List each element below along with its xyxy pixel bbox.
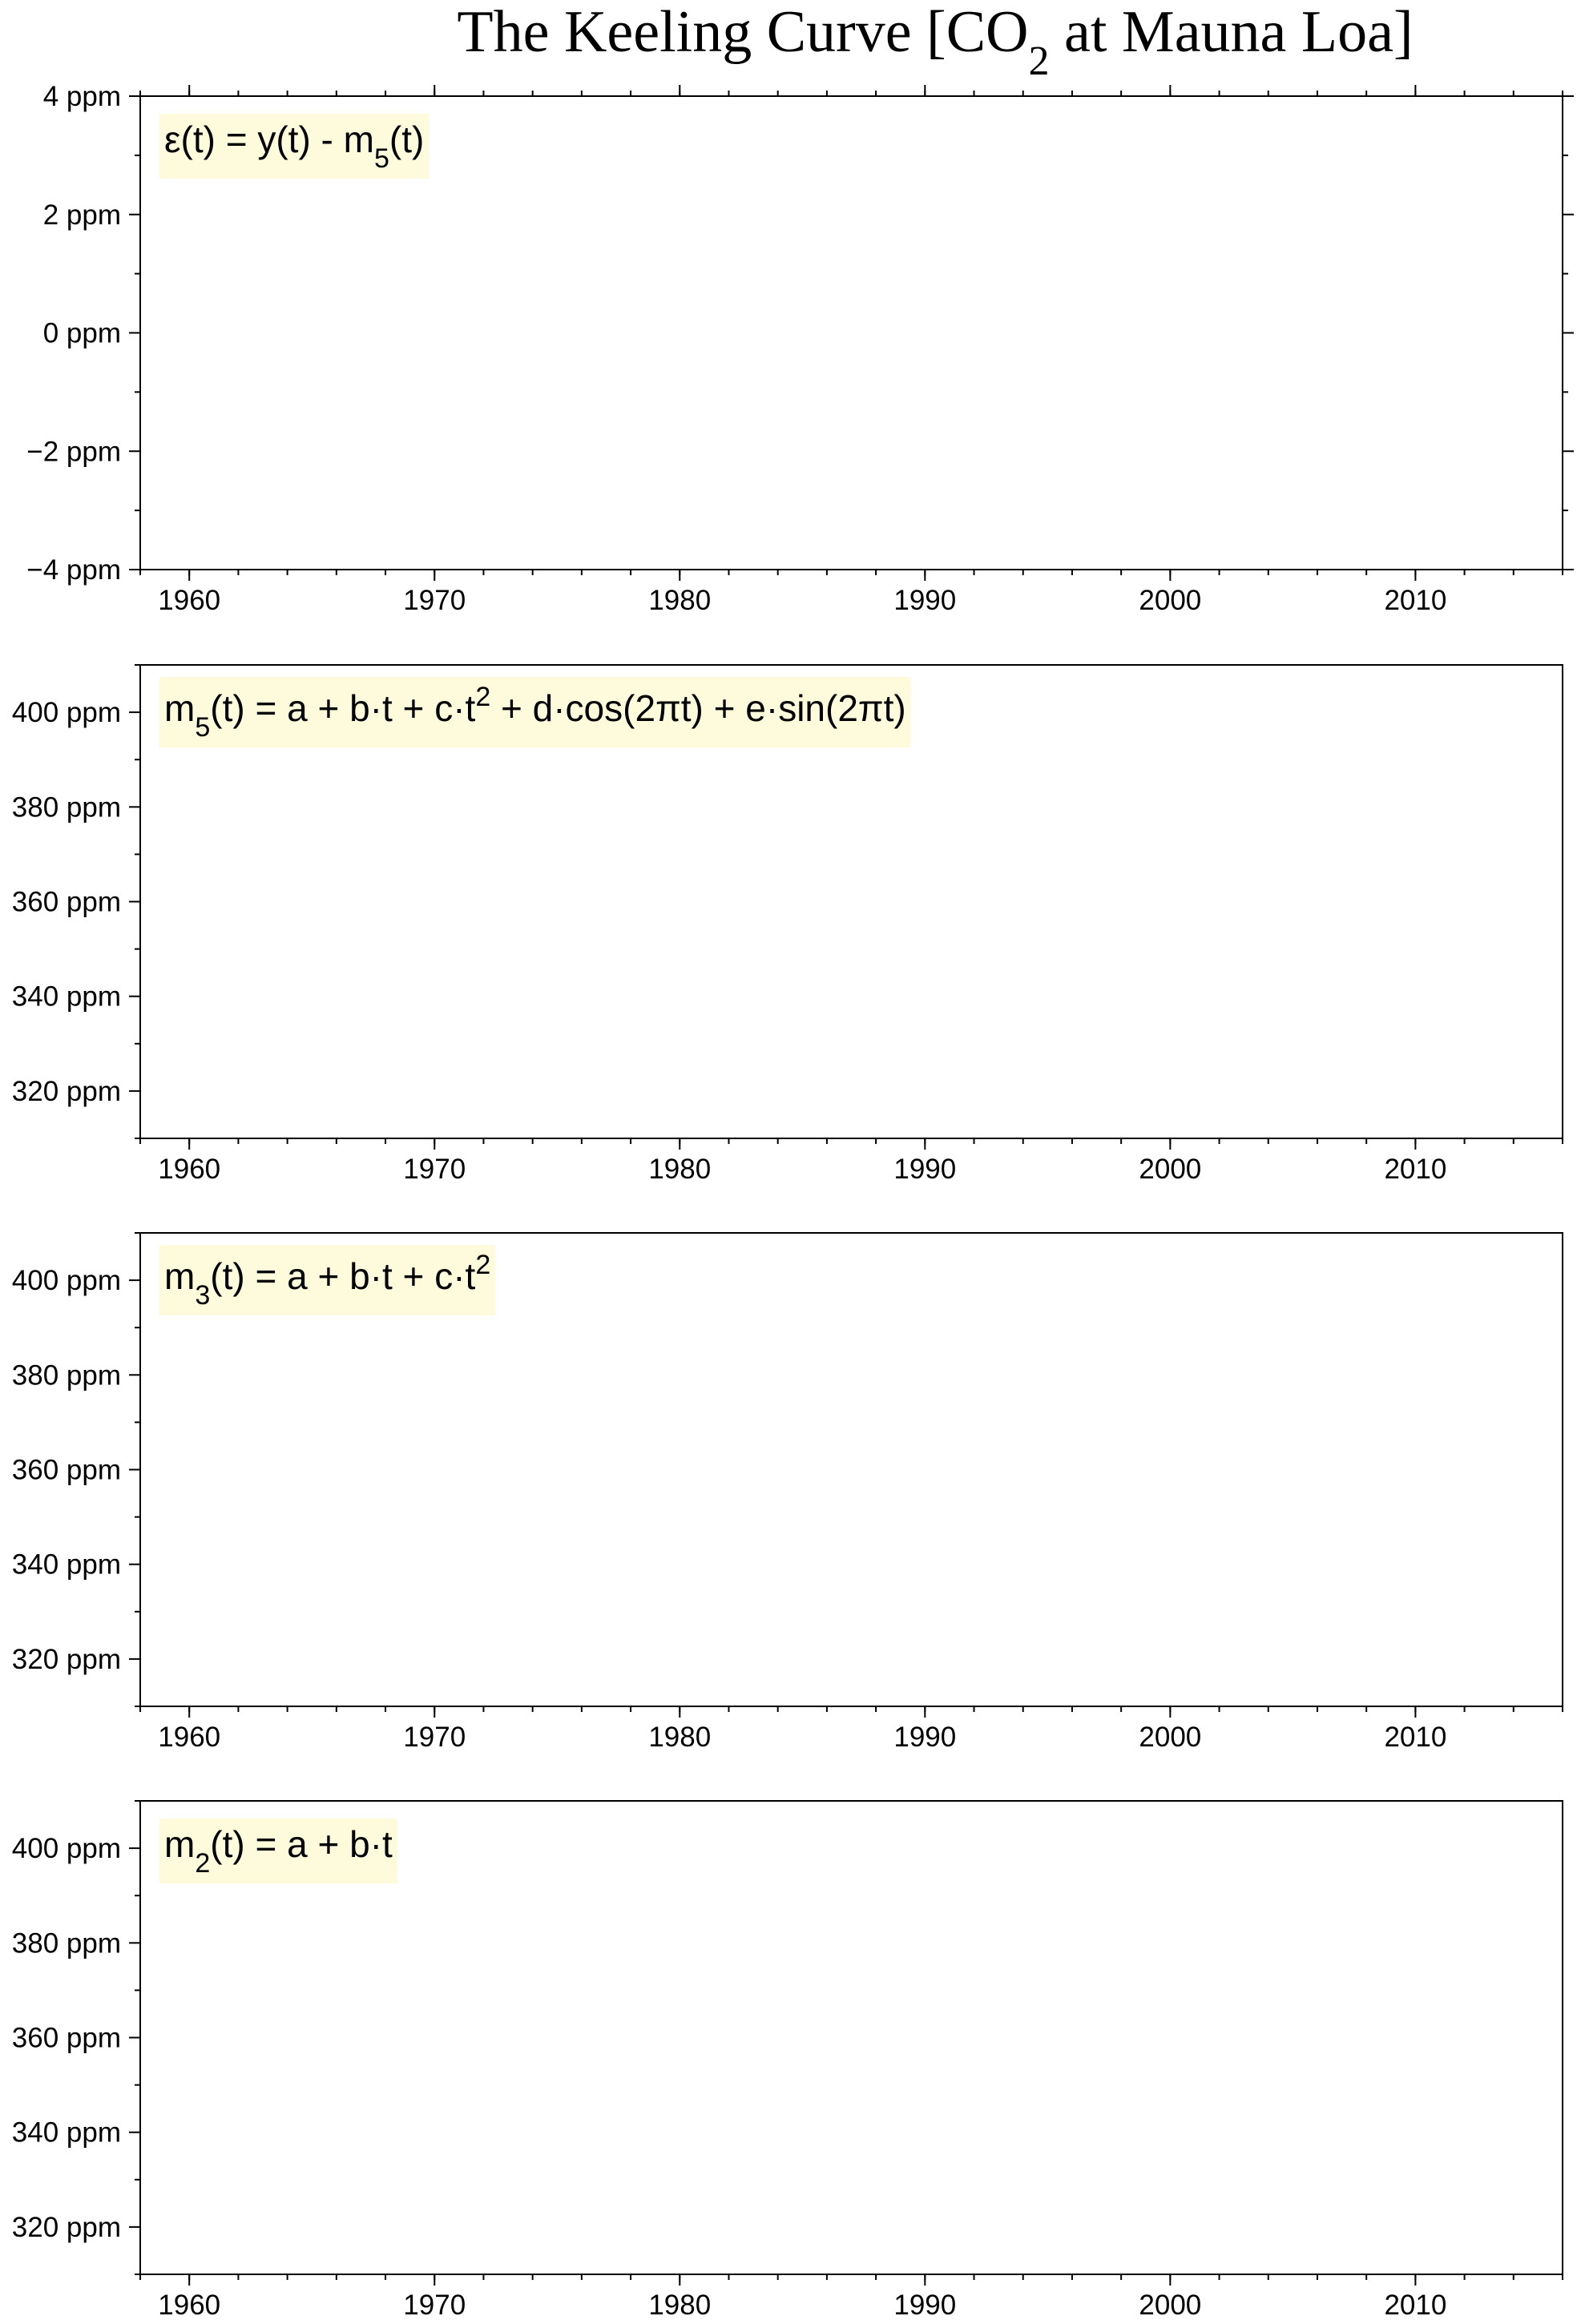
x-tick-label: 1960 [158, 1722, 220, 1753]
formula-part: (t) = a + b·t + c·t [210, 687, 475, 729]
formula-part: + d·cos(2πt) + e·sin(2πt) [490, 687, 906, 729]
formula-part: (t) = a + b·t + c·t [210, 1255, 475, 1297]
x-tick-label: 1960 [158, 1154, 220, 1185]
x-tick-label: 1970 [403, 585, 466, 616]
y-tick-label: 380 ppm [12, 1359, 121, 1391]
y-tick-label: 400 ppm [12, 1833, 121, 1864]
formula-subscript: 5 [374, 143, 389, 174]
y-tick-label: 320 ppm [12, 1644, 121, 1675]
y-tick-label: 360 ppm [12, 2023, 121, 2054]
formula-background [159, 114, 430, 179]
y-tick-label: −2 ppm [26, 436, 121, 467]
y-tick-label: 4 ppm [43, 81, 121, 112]
x-tick-label: 1990 [893, 1154, 956, 1185]
panel-1: 1960 1970 1980 1990 2000 2010 −4 ppm −2 ppm 0 pp… [26, 81, 1574, 616]
formula-part: m [164, 687, 195, 729]
x-tick-label: 1970 [403, 1722, 466, 1753]
y-tick-label: 320 ppm [12, 2212, 121, 2243]
x-tick-label: 2000 [1139, 1154, 1201, 1185]
panels: 1960 1970 1980 1990 2000 2010 −4 ppm −2 ppm 0 pp… [12, 81, 1574, 2321]
formula-text: m3(t) = a + b·t + c·t2 [164, 1250, 490, 1311]
formula-part: m [164, 1823, 195, 1865]
x-tick-label: 1970 [403, 1154, 466, 1185]
y-tick-label: 400 ppm [12, 1265, 121, 1296]
panel-4: 1960 1970 1980 1990 2000 2010 320 ppm 340 ppm 36… [12, 1800, 1563, 2321]
x-tick-label: 1980 [648, 1722, 711, 1753]
x-tick-label: 1990 [893, 2290, 956, 2321]
y-tick-label: 340 ppm [12, 2117, 121, 2149]
formula-text: m5(t) = a + b·t + c·t2 + d·cos(2πt) + e·… [164, 682, 906, 743]
x-tick-label: 1980 [648, 1154, 711, 1185]
x-tick-label: 2000 [1139, 1722, 1201, 1753]
chart-title-main: The Keeling Curve [CO [457, 0, 1028, 65]
x-tick-label: 2010 [1384, 1722, 1446, 1753]
y-tick-label: 340 ppm [12, 1549, 121, 1581]
formula-label: m5(t) = a + b·t + c·t2 + d·cos(2πt) + e·… [159, 677, 911, 747]
x-tick-label: 1960 [158, 585, 220, 616]
formula-subscript: 2 [195, 1848, 210, 1879]
formula-part: (t) [389, 119, 424, 160]
y-tick-label: 340 ppm [12, 981, 121, 1013]
chart-title: The Keeling Curve [CO2 at Mauna Loa] [457, 0, 1413, 84]
formula-text: ε(t) = y(t) - m5(t) [164, 119, 424, 174]
formula-background [159, 677, 911, 747]
y-tick-label: 0 ppm [43, 318, 121, 349]
y-tick-label: 360 ppm [12, 887, 121, 918]
x-tick-label: 1970 [403, 2290, 466, 2321]
x-tick-label: 1980 [648, 585, 711, 616]
formula-label: m2(t) = a + b·t [159, 1819, 397, 1883]
x-tick-label: 1960 [158, 2290, 220, 2321]
x-tick-label: 2010 [1384, 2290, 1446, 2321]
y-tick-label: 2 ppm [43, 199, 121, 231]
formula-subscript: 3 [195, 1280, 210, 1311]
x-tick-label: 2000 [1139, 585, 1201, 616]
formula-label: m3(t) = a + b·t + c·t2 [159, 1245, 496, 1315]
chart-title-subscript: 2 [1029, 38, 1050, 84]
panel-2: 1960 1970 1980 1990 2000 2010 320 ppm 340 ppm 36… [12, 664, 1563, 1185]
formula-part: ε(t) = y(t) - m [164, 119, 374, 160]
x-tick-label: 2010 [1384, 1154, 1446, 1185]
y-tick-label: −4 ppm [26, 554, 121, 586]
formula-superscript: 2 [475, 1250, 490, 1280]
x-tick-label: 1980 [648, 2290, 711, 2321]
formula-subscript: 5 [195, 712, 210, 743]
formula-text: m2(t) = a + b·t [164, 1823, 393, 1879]
formula-part: (t) = a + b·t [210, 1823, 393, 1865]
formula-superscript: 2 [475, 682, 490, 712]
y-tick-label: 380 ppm [12, 791, 121, 823]
formula-part: m [164, 1255, 195, 1297]
y-tick-label: 320 ppm [12, 1076, 121, 1107]
formula-label: ε(t) = y(t) - m5(t) [159, 114, 430, 179]
x-tick-label: 2010 [1384, 585, 1446, 616]
x-tick-label: 1990 [893, 585, 956, 616]
x-tick-label: 2000 [1139, 2290, 1201, 2321]
panel-3: 1960 1970 1980 1990 2000 2010 320 ppm 340 ppm 36… [12, 1232, 1563, 1753]
formula-background [159, 1819, 397, 1883]
y-tick-label: 380 ppm [12, 1927, 121, 1959]
x-tick-label: 1990 [893, 1722, 956, 1753]
y-tick-label: 360 ppm [12, 1455, 121, 1486]
chart-title-rest: at Mauna Loa] [1050, 0, 1414, 65]
y-tick-label: 400 ppm [12, 697, 121, 728]
formula-background [159, 1245, 496, 1315]
